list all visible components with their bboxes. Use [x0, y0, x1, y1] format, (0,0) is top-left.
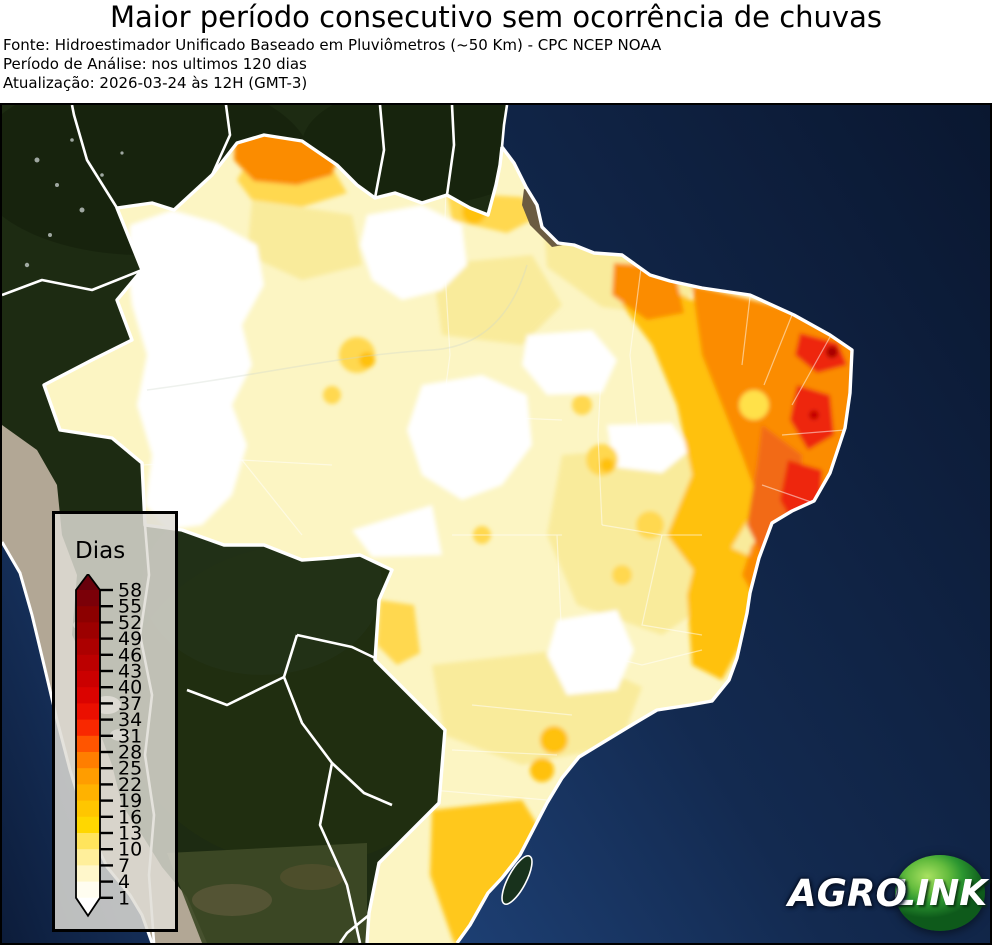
colorbar-arrow-top — [76, 574, 100, 590]
colorbar-tick-label: 10 — [118, 839, 142, 861]
colorbar-band — [76, 622, 100, 640]
colorbar-tick-label: 1 — [118, 887, 130, 909]
colorbar-tick-label: 55 — [118, 596, 142, 618]
colorbar-tick-label: 43 — [118, 661, 142, 683]
map-frame: Dias 58 55 52 49 46 43 40 37 34 31 28 25 22 19 16 13 10 7… — [0, 103, 992, 945]
atlantic-ocean — [457, 105, 990, 943]
colorbar-tick-label: 49 — [118, 628, 142, 650]
colorbar-band — [76, 590, 100, 607]
cloud-specks — [24, 138, 124, 268]
logo-agro-text: AGRO — [788, 871, 907, 915]
colorbar-tick-label: 40 — [118, 677, 142, 699]
update-line: Atualização: 2026-03-24 às 12H (GMT-3) — [3, 74, 308, 92]
colorbar-tick-label: 7 — [118, 855, 130, 877]
colorbar-tick-label: 4 — [118, 871, 130, 893]
colorbar-tick-label: 46 — [118, 644, 142, 666]
colorbar-tick-label: 34 — [118, 709, 142, 731]
legend-box: Dias 58 55 52 49 46 43 40 37 34 31 28 25 22 19 16 13 10 7… — [52, 511, 178, 932]
amazon-river — [146, 264, 528, 391]
colorbar-band — [76, 703, 100, 721]
colorbar-tick-label: 13 — [118, 823, 142, 845]
colorbar-band — [76, 833, 100, 850]
colorbar-band — [76, 654, 100, 672]
colorbar-tick-label: 28 — [118, 742, 142, 764]
colorbar-tick-label: 58 — [118, 580, 142, 602]
pacific-ocean — [2, 542, 152, 943]
colorbar-band — [76, 816, 100, 834]
colorbar-band — [76, 849, 100, 866]
colorbar-tick-label: 52 — [118, 612, 142, 634]
colorbar-tick-label: 31 — [118, 725, 142, 747]
colorbar-band — [76, 800, 100, 818]
logo-link-text: LINK — [892, 872, 988, 914]
colorbar-tick-label: 25 — [118, 758, 142, 780]
colorbar-band — [76, 638, 100, 656]
logo-link-sphere: LINK — [892, 855, 988, 931]
source-line: Fonte: Hidroestimador Unificado Baseado … — [3, 36, 662, 54]
period-line: Período de Análise: nos ultimos 120 dias — [3, 55, 307, 73]
colorbar-band — [76, 881, 100, 899]
colorbar: 58 55 52 49 46 43 40 37 34 31 28 25 22 19 16 13 10 7 4 1 — [72, 574, 164, 918]
agrolink-logo: AGRO LINK — [788, 855, 988, 931]
colorbar-tick-label: 16 — [118, 806, 142, 828]
state-borders — [141, 149, 846, 801]
colorbar-tick-label: 19 — [118, 790, 142, 812]
legend-title: Dias — [75, 538, 126, 564]
colorbar-band — [76, 719, 100, 737]
colorbar-band — [76, 735, 100, 753]
colorbar-tick-label: 22 — [118, 774, 142, 796]
colorbar-arrow-bottom — [76, 897, 100, 916]
colorbar-band — [76, 687, 100, 704]
page-title: Maior período consecutivo sem ocorrência… — [110, 0, 882, 34]
colorbar-band — [76, 865, 100, 883]
colorbar-band — [76, 752, 100, 769]
colorbar-band — [76, 768, 100, 785]
brazil-rain-map — [2, 105, 990, 943]
brazil-border — [42, 133, 854, 943]
colorbar-band — [76, 671, 100, 688]
lagoa-dos-patos — [501, 854, 533, 906]
colorbar-tick-label: 37 — [118, 693, 142, 715]
colorbar-band — [76, 606, 100, 623]
colorbar-band — [76, 784, 100, 802]
